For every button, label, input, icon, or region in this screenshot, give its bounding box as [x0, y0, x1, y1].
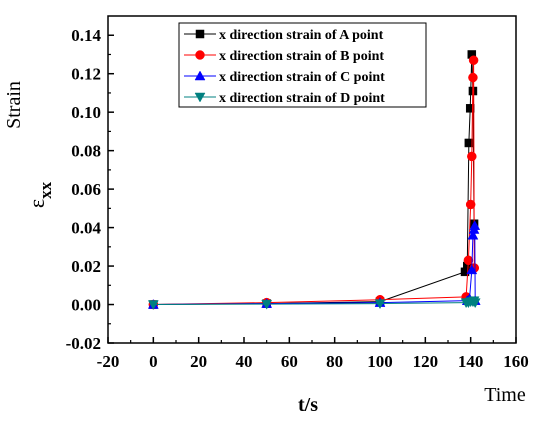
axis-ticks: -20 0 20 40 60 80 100 120 140 160 -0.02 0.00 0.02 0.0…: [66, 26, 529, 371]
x-tick-label: 160: [503, 352, 529, 371]
x-tick-label: 60: [281, 352, 298, 371]
y-tick-label: 0.14: [71, 26, 101, 45]
legend-label: x direction strain of D point: [219, 91, 385, 106]
x-tick-label: 100: [367, 352, 393, 371]
legend-label: x direction strain of B point: [219, 49, 384, 64]
y-tick-label: 0.00: [71, 296, 101, 315]
y-axis-title: εxx: [24, 181, 55, 208]
data-point-circle: [467, 151, 477, 162]
data-point-square: [195, 29, 205, 39]
legend: x direction strain of A point x direction…: [178, 22, 427, 108]
x-axis-title: t/s: [298, 394, 318, 416]
y-tick-label: -0.02: [66, 334, 101, 353]
data-point-triangle-up: [466, 264, 478, 275]
data-point-triangle-up: [469, 220, 481, 230]
y-axis-title-sub: xx: [36, 181, 55, 199]
series-line: [153, 225, 476, 306]
legend-entry: x direction strain of B point: [184, 49, 384, 64]
y-tick-label: 0.06: [71, 180, 101, 199]
legend-entry: x direction strain of D point: [184, 91, 385, 106]
series-3: [147, 296, 481, 311]
y-tick-label: 0.08: [71, 142, 101, 161]
x-tick-label: -20: [97, 352, 120, 371]
data-point-circle: [463, 255, 474, 266]
series-2: [147, 220, 481, 309]
data-point-circle: [468, 55, 479, 65]
data-point-triangle-up: [467, 229, 479, 240]
svg-text:εxx: εxx: [24, 181, 55, 208]
data-point-triangle-down: [194, 92, 206, 103]
legend-entry: x direction strain of C point: [184, 70, 385, 85]
x-tick-label: 40: [236, 352, 253, 371]
corner-y-label: Strain: [3, 81, 25, 129]
data-point-triangle-up: [194, 70, 206, 81]
y-tick-label: 0.04: [71, 219, 101, 238]
data-point-circle: [465, 199, 476, 210]
x-tick-label: 20: [190, 352, 207, 371]
x-tick-label: 80: [326, 352, 343, 371]
data-series: [147, 50, 481, 311]
data-point-square: [464, 138, 474, 148]
data-point-circle: [468, 72, 478, 83]
y-axis-title-main: ε: [24, 199, 49, 208]
x-tick-label: 120: [413, 352, 439, 371]
y-tick-label: 0.02: [71, 257, 101, 276]
legend-box: [178, 22, 427, 108]
y-tick-label: 0.10: [71, 103, 101, 122]
y-tick-label: 0.12: [71, 65, 101, 84]
corner-x-label: Time: [484, 384, 526, 406]
legend-entry: x direction strain of A point: [184, 28, 384, 43]
x-tick-label: 140: [458, 352, 484, 371]
data-point-triangle-down: [374, 299, 386, 310]
data-point-circle: [195, 50, 205, 60]
data-point-triangle-down: [469, 298, 481, 309]
legend-label: x direction strain of C point: [219, 70, 385, 85]
legend-label: x direction strain of A point: [219, 28, 384, 43]
data-point-triangle-down: [147, 300, 159, 311]
x-tick-label: 0: [149, 352, 158, 371]
data-point-triangle-down: [261, 299, 273, 310]
